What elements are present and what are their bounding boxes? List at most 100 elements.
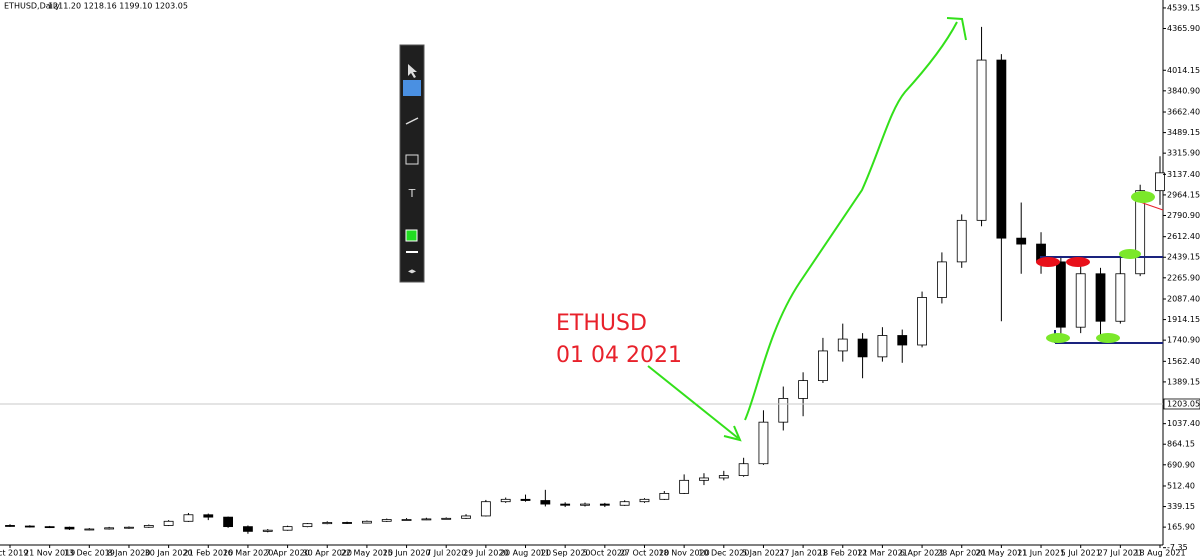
y-tick-label: 512.40 [1167,481,1195,490]
candles [5,26,1165,534]
x-tick-label: 5 Jan 2021 [742,549,785,558]
y-tick-label: 3315.90 [1167,149,1200,158]
annotation: ETHUSD [556,311,647,336]
candle-body [1095,273,1106,322]
arrow-head [946,17,967,41]
x-tick-label: 8 Jan 2020 [108,549,151,558]
x-tick-label: 18 Nov 2020 [659,549,710,558]
candle-body [758,421,769,465]
tool-line[interactable] [405,117,419,125]
x-tick-label: 20 Aug 2020 [500,549,551,558]
candle-body [163,520,174,526]
candle-body [5,525,15,527]
x-tick-label: 7 Apr 2020 [265,549,309,558]
toolbar-expand[interactable]: ◂▸ [408,267,416,276]
candle-body [401,519,412,521]
candle-body [659,492,670,500]
x-tick-label: 27 Oct 2020 [620,549,669,558]
y-tick-label: 165.90 [1167,523,1195,532]
drawings [647,17,1164,442]
candle-body [520,498,531,501]
y-tick-label: 3662.40 [1167,108,1200,117]
tool-rect[interactable] [405,154,419,165]
candle-body [738,463,749,476]
y-tick-label: 864.15 [1167,440,1195,449]
candle-body [1135,190,1146,275]
x-tick-label: 21 Feb 2020 [183,549,233,558]
candle-body [500,498,511,503]
candle-body [1115,273,1126,322]
candle-body [599,503,610,506]
candle-body [124,526,134,529]
ohlc-header: 1211.20 1218.16 1199.10 1203.05 [48,2,188,11]
y-tick-label: 4539.15 [1167,3,1200,12]
candle-body [818,350,828,382]
tool-cursor[interactable] [408,64,417,78]
candle-body [718,475,729,479]
candle-body [996,59,1007,239]
x-tick-label: 28 Apr 2021 [937,549,986,558]
candle-body [262,529,273,532]
x-tick-label: Oct 2019 [0,549,28,558]
x-tick-label: 6 Apr 2021 [900,549,944,558]
tool-text-icon[interactable]: T [408,187,416,200]
green-marker [1096,333,1120,343]
y-tick-label: 1037.40 [1167,419,1200,428]
green-marker [1046,333,1070,343]
candle-body [143,525,154,528]
candle-body [480,501,491,517]
y-tick-label: 2439.15 [1167,253,1200,262]
candle-body [461,515,471,519]
red-marker [1036,257,1060,267]
candle-body [1055,261,1066,328]
color-swatch[interactable] [405,229,418,242]
candle-body [580,503,590,506]
candle-body [24,525,35,528]
candle-body [1155,172,1165,192]
y-tick-label: 2087.40 [1167,295,1200,304]
candle-body [203,514,214,518]
x-tick-label: 21 Nov 2019 [24,549,75,558]
x-tick-label: 30 Apr 2020 [303,549,352,558]
x-tick-label: 18 Feb 2021 [818,549,868,558]
y-tick-label: 3489.15 [1167,128,1200,137]
y-tick-label: 1914.15 [1167,315,1200,324]
candle-body [699,477,709,481]
x-tick-label: 5 Oct 2020 [583,549,627,558]
y-tick-label: 339.15 [1167,502,1195,511]
green-marker [1119,249,1141,259]
green-curve-arrow [744,21,958,421]
x-tick-label: 5 Jul 2021 [1061,549,1101,558]
candle-body [223,516,234,528]
y-tick-label: 4365.90 [1167,24,1200,33]
candle-body [976,59,987,221]
candle-body [540,500,551,505]
drawing-toolbar: T ◂▸ [399,44,425,283]
candle-body [897,335,908,346]
candle-body [441,517,452,520]
current-price-box [1163,398,1200,410]
x-tick-label: 12 Mar 2021 [857,549,908,558]
x-tick-label: 16 Mar 2020 [223,549,274,558]
candle-body [619,501,630,506]
y-tick-label: 4014.15 [1167,66,1200,75]
x-tick-label: 29 Jul 2020 [463,549,508,558]
x-tick-label: 15 Jun 2020 [382,549,430,558]
candle-body [1016,237,1027,245]
candle-body [104,527,115,530]
candle-body [1075,273,1086,328]
x-tick-label: 20 May 2021 [975,549,1027,558]
x-tick-label: 30 Jan 2020 [145,549,193,558]
y-tick-label: 2265.90 [1167,273,1200,282]
y-tick-label: 1562.40 [1167,357,1200,366]
x-tick-label: 22 May 2020 [341,549,393,558]
y-tick-label: 2964.15 [1167,190,1200,199]
tool-active[interactable] [403,80,421,96]
x-tick-label: 10 Dec 2020 [698,549,749,558]
y-tick-label: 3137.40 [1167,170,1200,179]
candle-body [322,522,333,525]
y-tick-label: 1740.90 [1167,336,1200,345]
candle-body [84,528,95,531]
